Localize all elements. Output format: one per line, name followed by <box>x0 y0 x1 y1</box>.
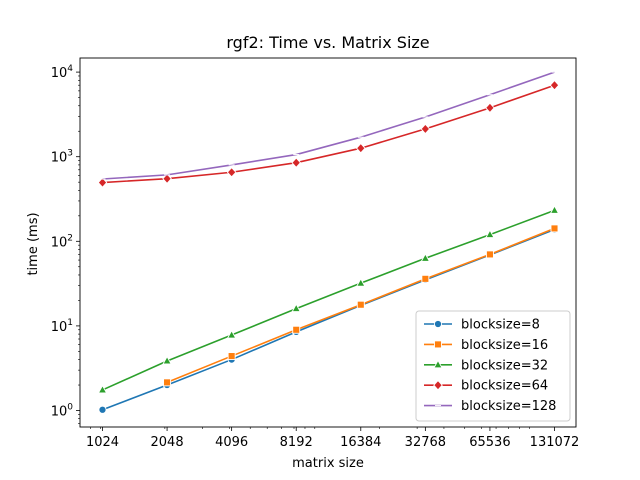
data-point <box>485 102 495 114</box>
data-point <box>162 173 172 184</box>
y-axis-label: time (ms) <box>26 212 41 275</box>
x-tick-label: 65536 <box>469 435 510 450</box>
data-point <box>420 123 431 135</box>
series-blocksize-32 <box>97 205 560 394</box>
data-point <box>356 300 365 309</box>
series-line <box>102 84 555 184</box>
data-point <box>98 405 107 414</box>
series-blocksize-128 <box>99 71 558 180</box>
legend-swatch-marker <box>433 319 443 329</box>
plot-frame <box>79 57 577 428</box>
data-point <box>421 274 430 283</box>
series-blocksize-16 <box>163 224 559 387</box>
legend-swatch-marker <box>433 379 443 391</box>
data-point <box>485 250 494 259</box>
data-point <box>226 166 237 178</box>
legend-box <box>415 310 571 422</box>
y-tick-label: 104 <box>51 64 74 81</box>
data-point <box>97 177 108 188</box>
data-point <box>162 355 172 365</box>
x-tick-label: 1024 <box>86 435 119 450</box>
x-tick-label: 131072 <box>530 435 580 450</box>
y-tick-label: 101 <box>51 318 73 335</box>
data-point <box>227 352 236 361</box>
data-point <box>163 378 172 387</box>
chart-title: rgf2: Time vs. Matrix Size <box>226 33 429 52</box>
data-point <box>355 142 366 154</box>
x-tick-label: 16384 <box>340 435 381 450</box>
data-point <box>291 157 302 168</box>
legend-label: blocksize=16 <box>461 338 548 353</box>
data-point <box>356 277 366 287</box>
data-point <box>549 79 560 91</box>
legend-item: blocksize=32 <box>424 358 548 373</box>
legend: blocksize=8 blocksize=16 blocksize=32 block… <box>415 310 571 422</box>
legend-item: blocksize=128 <box>424 399 556 414</box>
legend-label: blocksize=8 <box>461 318 540 333</box>
data-point <box>549 205 560 214</box>
series-blocksize-64 <box>97 79 560 188</box>
x-tick-label: 8192 <box>280 435 313 450</box>
legend-label: blocksize=128 <box>461 399 556 414</box>
axes: 1024 2048 4096 8192 16384 32768 65536 131072 100… <box>51 57 580 450</box>
data-point <box>420 253 431 262</box>
legend-item: blocksize=16 <box>424 338 548 353</box>
legend-item: blocksize=64 <box>424 379 548 394</box>
series-line <box>102 209 555 391</box>
legend-item: blocksize=8 <box>424 318 540 333</box>
data-point <box>291 303 301 313</box>
x-axis-label: matrix size <box>292 456 364 471</box>
data-point <box>226 329 237 339</box>
x-tick-label: 2048 <box>151 435 184 450</box>
x-tick-label: 4096 <box>215 435 248 450</box>
data-point <box>97 384 108 394</box>
series-line <box>102 71 555 180</box>
legend-label: blocksize=64 <box>461 379 548 394</box>
y-tick-label: 103 <box>51 149 73 166</box>
legend-swatch-marker <box>433 359 443 369</box>
data-point <box>292 325 301 334</box>
y-tick-label: 100 <box>51 403 74 420</box>
legend-label: blocksize=32 <box>461 358 548 373</box>
x-tick-label: 32768 <box>405 435 446 450</box>
plot-area <box>97 71 560 414</box>
data-point <box>550 224 559 233</box>
legend-swatch-marker <box>434 340 442 349</box>
y-tick-label: 102 <box>51 233 73 250</box>
data-point <box>485 229 495 239</box>
